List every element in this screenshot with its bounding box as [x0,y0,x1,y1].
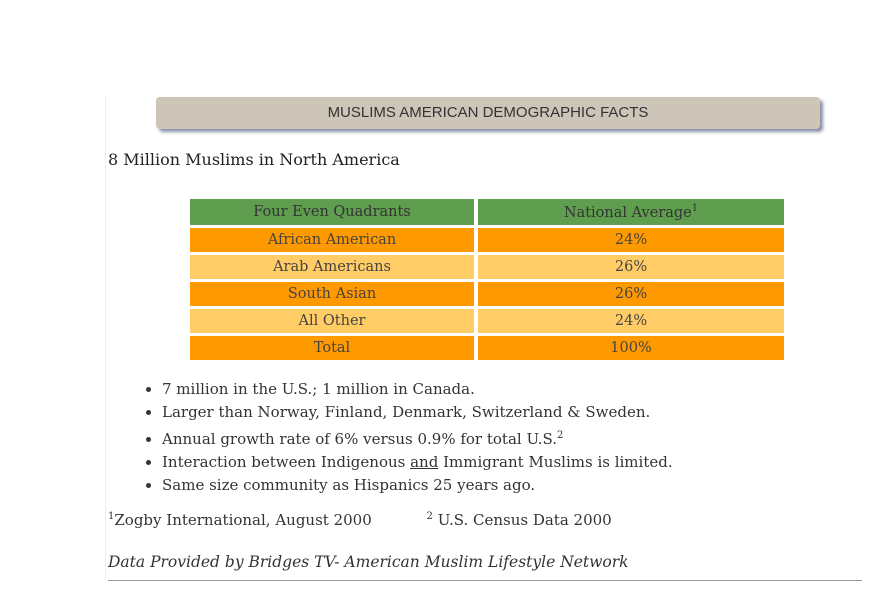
row-label: All Other [190,309,474,333]
list-item: 7 million in the U.S.; 1 million in Cana… [162,378,673,401]
credit-line: Data Provided by Bridges TV- American Mu… [108,553,629,571]
list-item: Larger than Norway, Finland, Denmark, Sw… [162,401,673,424]
demographics-table: Four Even Quadrants National Average1 Af… [186,196,788,363]
row-label: South Asian [190,282,474,306]
row-value: 26% [478,282,784,306]
header-cell: National Average1 [478,199,784,225]
row-label: African American [190,228,474,252]
row-value: 24% [478,228,784,252]
subtitle: 8 Million Muslims in North America [108,150,400,169]
facts-list: 7 million in the U.S.; 1 million in Cana… [140,378,673,497]
row-label: Total [190,336,474,360]
row-value: 26% [478,255,784,279]
list-item: Same size community as Hispanics 25 year… [162,474,673,497]
list-text: Immigrant Muslims is limited. [438,453,673,471]
page-banner: MUSLIMS AMERICAN DEMOGRAPHIC FACTS [156,97,820,129]
header-text: National Average [563,204,692,221]
table-header: Four Even Quadrants National Average1 [190,199,784,225]
table-row: South Asian 26% [190,282,784,306]
footnote-text: Zogby International, August 2000 [114,511,372,529]
footnote-text: U.S. Census Data 2000 [432,511,612,529]
table-row: All Other 24% [190,309,784,333]
table-row: Arab Americans 26% [190,255,784,279]
list-text: Interaction between Indigenous [162,453,411,471]
page-border [105,95,106,580]
list-item: Interaction between Indigenous and Immig… [162,451,673,474]
row-value: 24% [478,309,784,333]
row-label: Arab Americans [190,255,474,279]
footnote-ref: 2 [557,430,564,441]
list-item: Annual growth rate of 6% versus 0.9% for… [162,424,673,451]
table-row: African American 24% [190,228,784,252]
footnotes: 1Zogby International, August 2000 2 U.S.… [108,511,662,529]
row-value: 100% [478,336,784,360]
divider [108,580,862,581]
list-text: Annual growth rate of 6% versus 0.9% for… [162,430,558,448]
footnote-mark: 2 [426,511,433,522]
footnote-mark: 1 [108,511,115,522]
table-row-total: Total 100% [190,336,784,360]
underlined-text: and [410,453,439,471]
footnote: 2 U.S. Census Data 2000 [427,511,612,529]
footnote-ref: 1 [691,203,699,215]
footnote: 1Zogby International, August 2000 [108,511,372,529]
header-cell: Four Even Quadrants [190,199,474,225]
